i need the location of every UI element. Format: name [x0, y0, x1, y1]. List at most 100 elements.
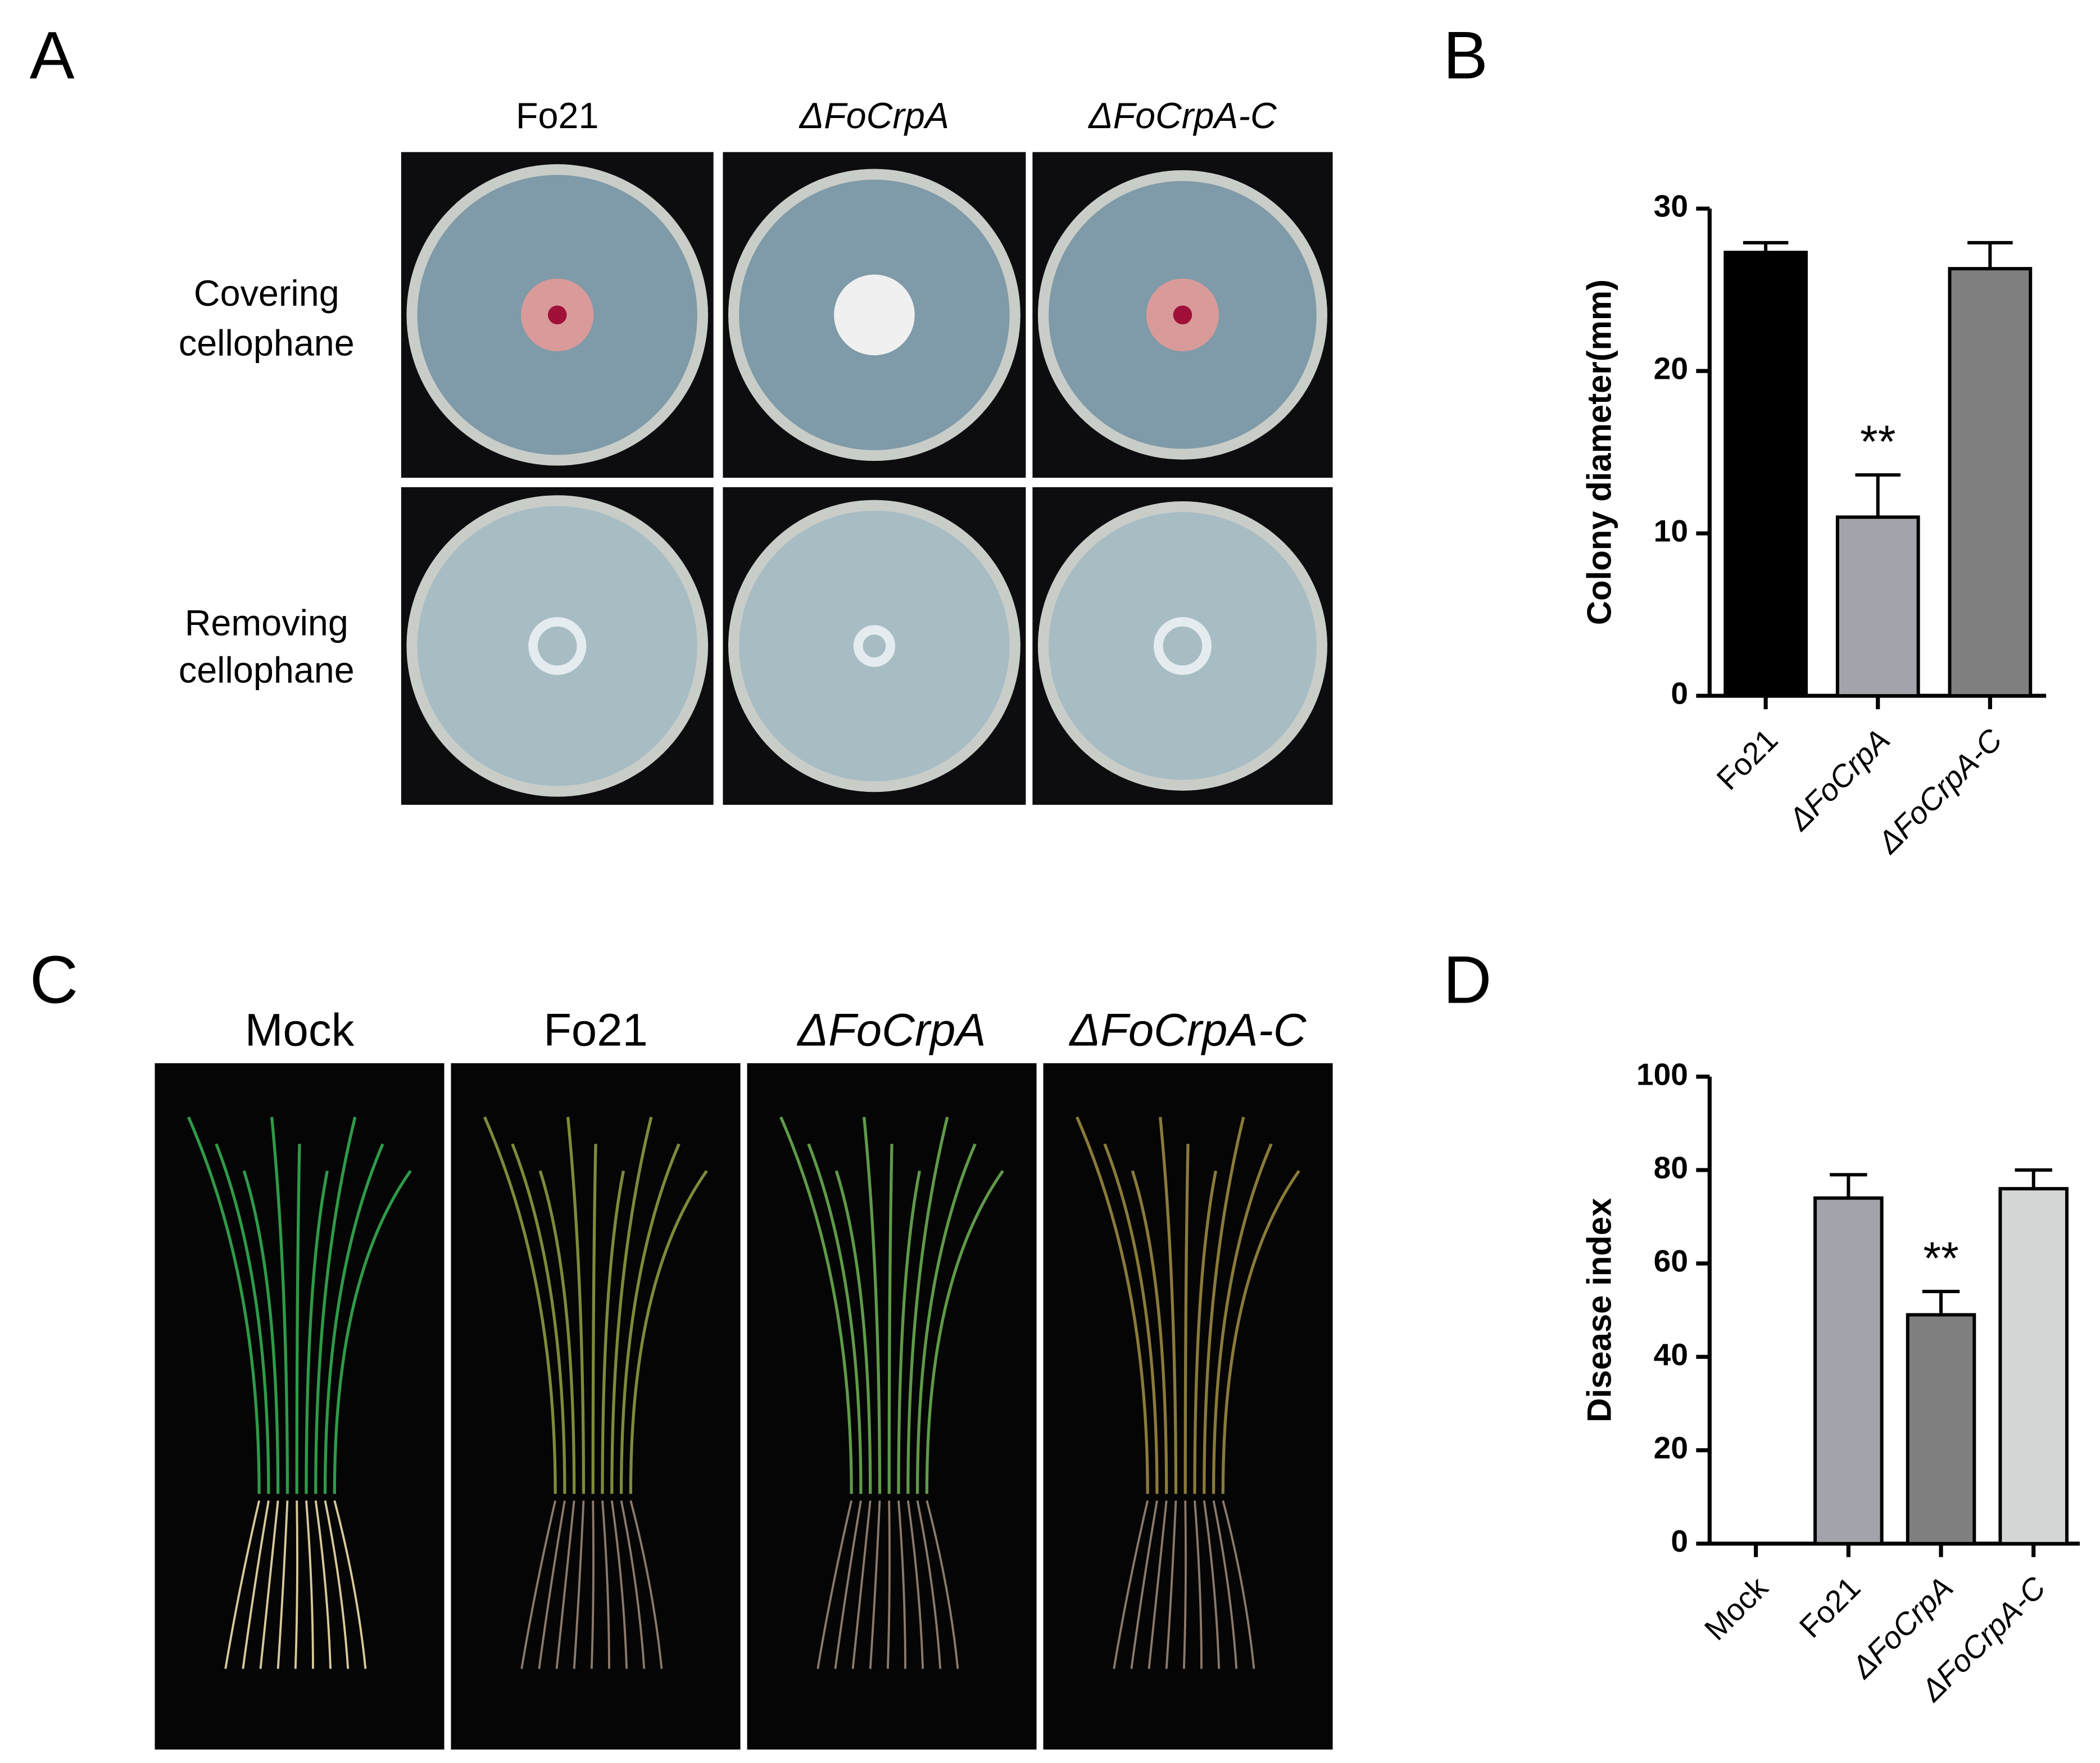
- leaf: [1103, 1143, 1159, 1494]
- leaf: [591, 1144, 597, 1494]
- plate-agar: [739, 510, 1010, 782]
- bar: [1835, 515, 1920, 698]
- bar: [1948, 267, 2033, 698]
- leaf: [897, 1170, 922, 1494]
- error-bar: [1830, 1173, 1867, 1198]
- panel-letter: D: [1443, 943, 1492, 1018]
- root: [333, 1500, 367, 1669]
- row-label: Covering: [194, 273, 339, 314]
- x-tick-label: Fo21: [1793, 1570, 1867, 1644]
- y-tick-label: 20: [1654, 351, 1688, 386]
- column-label: Fo21: [543, 1005, 648, 1056]
- leaf: [1193, 1170, 1218, 1494]
- root: [1182, 1501, 1187, 1669]
- root: [897, 1500, 906, 1669]
- leaf: [601, 1170, 625, 1494]
- root: [906, 1500, 924, 1669]
- y-tick-label: 20: [1654, 1430, 1688, 1465]
- leaf: [242, 1170, 280, 1494]
- leaf: [779, 1116, 853, 1494]
- leaf: [1159, 1117, 1178, 1494]
- column-label: Mock: [245, 1005, 355, 1056]
- row-label: cellophane: [179, 649, 355, 690]
- column-label: ΔFoCrpA: [799, 95, 949, 136]
- leaf: [887, 1144, 893, 1494]
- root: [314, 1500, 332, 1669]
- plate-agar: [417, 506, 697, 786]
- plate-agar: [1049, 512, 1317, 780]
- root: [1147, 1500, 1168, 1669]
- root: [276, 1500, 289, 1669]
- root: [629, 1500, 663, 1669]
- root: [926, 1500, 959, 1669]
- colony-trace: [528, 617, 587, 675]
- leaf: [215, 1143, 270, 1494]
- leaf: [610, 1116, 653, 1494]
- y-tick-label: 40: [1654, 1337, 1688, 1372]
- colony-trace: [853, 625, 896, 667]
- leaf: [566, 1117, 586, 1494]
- leaf: [629, 1170, 708, 1494]
- root: [610, 1500, 628, 1669]
- column-label: ΔFoCrpA-C: [1068, 1005, 1307, 1056]
- root: [520, 1500, 557, 1669]
- colony-center: [547, 305, 567, 325]
- root: [573, 1500, 585, 1669]
- leaf: [1075, 1116, 1149, 1494]
- x-tick-label: Fo21: [1710, 722, 1785, 797]
- root: [538, 1500, 566, 1669]
- y-axis-title: Colony diameter(mm): [1580, 279, 1618, 625]
- leaf: [807, 1143, 863, 1494]
- root: [242, 1500, 270, 1669]
- y-tick-label: 10: [1654, 514, 1688, 549]
- y-tick-label: 0: [1671, 1524, 1688, 1558]
- leaf: [1183, 1144, 1190, 1494]
- y-tick-label: 100: [1636, 1057, 1688, 1091]
- root: [1203, 1500, 1221, 1669]
- root: [590, 1501, 595, 1669]
- leaf: [915, 1143, 977, 1494]
- leaf: [305, 1170, 329, 1494]
- y-tick-label: 30: [1654, 189, 1688, 224]
- leaf: [538, 1170, 576, 1494]
- y-axis-title: Disease index: [1580, 1198, 1618, 1422]
- root: [851, 1500, 872, 1669]
- leaf: [511, 1143, 566, 1494]
- y-tick-label: 80: [1654, 1150, 1688, 1185]
- leaf: [1221, 1170, 1300, 1494]
- leaf: [1212, 1143, 1273, 1494]
- panel-letter: A: [30, 18, 75, 93]
- colony: [834, 274, 915, 356]
- leaf: [295, 1144, 301, 1494]
- root: [1165, 1500, 1177, 1669]
- root: [834, 1500, 862, 1669]
- bar: [1813, 1196, 1884, 1546]
- error-bar: [1922, 1289, 1960, 1315]
- root: [916, 1500, 942, 1669]
- panel-letter: C: [30, 943, 78, 1018]
- leaf: [906, 1116, 949, 1494]
- y-tick-label: 0: [1671, 676, 1688, 711]
- column-label: ΔFoCrpA-C: [1087, 95, 1277, 136]
- y-tick-label: 60: [1654, 1244, 1688, 1279]
- root: [555, 1500, 575, 1669]
- significance: **: [1923, 1233, 1958, 1284]
- leaf: [619, 1143, 681, 1494]
- root: [817, 1500, 853, 1669]
- colony-trace: [1153, 617, 1212, 675]
- leaf: [1131, 1170, 1168, 1494]
- root: [1222, 1500, 1255, 1669]
- error-bar: [1967, 241, 2013, 269]
- colony-center: [1173, 305, 1192, 325]
- leaf: [862, 1117, 882, 1494]
- root: [1212, 1500, 1238, 1669]
- root: [1113, 1500, 1149, 1669]
- column-label: Fo21: [516, 95, 598, 136]
- root: [224, 1500, 261, 1669]
- root: [294, 1501, 298, 1669]
- x-tick-label: Mock: [1698, 1570, 1775, 1647]
- leaf: [333, 1170, 412, 1494]
- row-label: Removing: [185, 602, 348, 643]
- root: [886, 1501, 891, 1669]
